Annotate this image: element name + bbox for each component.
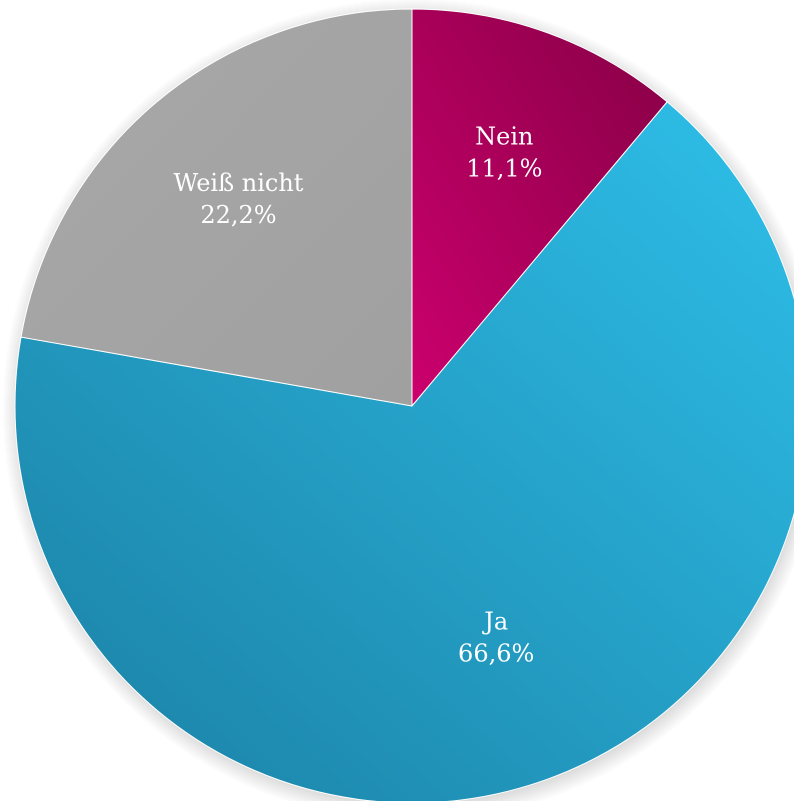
pie-slice-ja (14, 101, 794, 801)
slice-label-nein: Nein (475, 122, 533, 150)
pie-labels: Nein 11,1% Ja 66,6% Weiß nicht 22,2% (174, 122, 543, 667)
slice-label-ja: Ja (481, 607, 508, 635)
pie-slices (14, 8, 794, 801)
pie-slice-weiss-nicht (20, 8, 413, 407)
slice-value-nein: 11,1% (466, 154, 542, 182)
slice-label-weiss-nicht: Weiß nicht (174, 169, 304, 197)
slice-value-weiss-nicht: 22,2% (200, 201, 276, 229)
slice-value-ja: 66,6% (458, 639, 534, 667)
pie-slice-nein (411, 8, 668, 408)
